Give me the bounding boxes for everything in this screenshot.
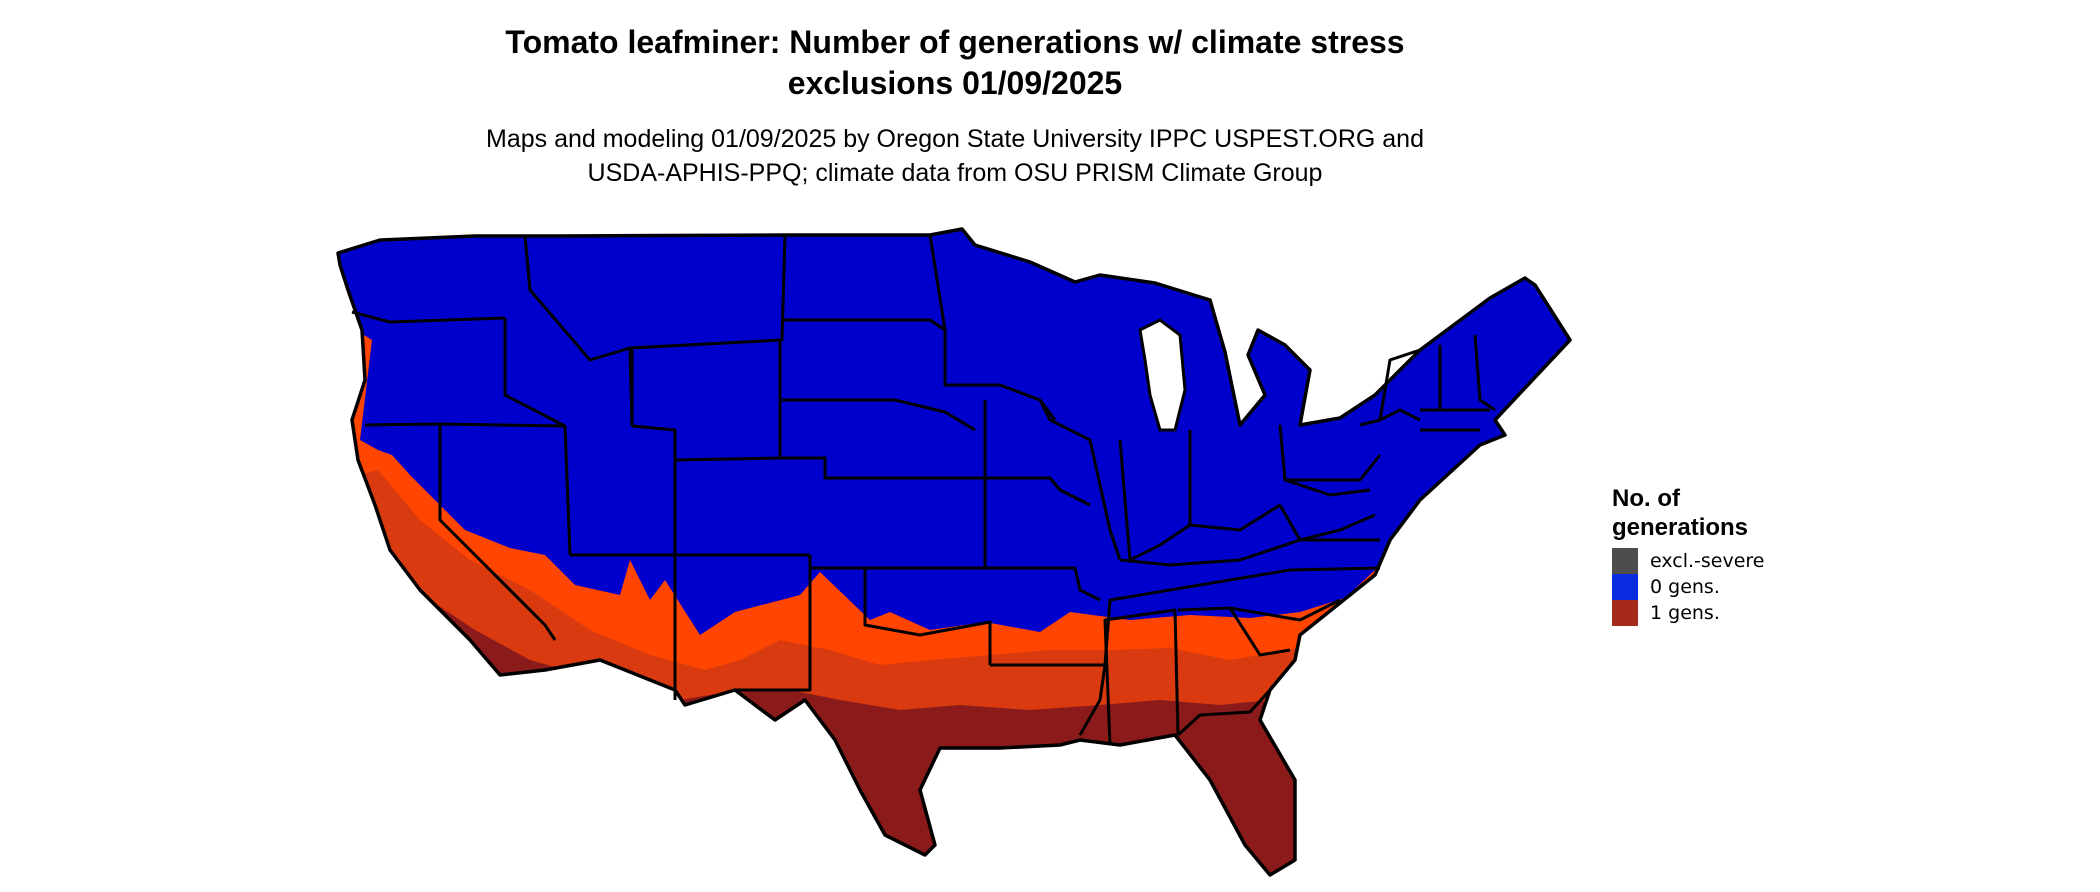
border-ca-nv bbox=[438, 424, 557, 641]
legend-label: excl.-severe bbox=[1650, 550, 1765, 572]
border-ky-tn bbox=[1119, 538, 1380, 567]
legend-item: excl.-severe bbox=[1612, 548, 1765, 574]
border-tn-south bbox=[1103, 566, 1381, 666]
state-borders bbox=[351, 234, 1496, 746]
legend-swatch bbox=[1612, 600, 1638, 626]
border-oh bbox=[1188, 430, 1281, 532]
border-ks bbox=[825, 476, 987, 570]
legend-item: 0 gens. bbox=[1612, 574, 1765, 600]
legend: No. of generations excl.-severe 0 gens. 1 … bbox=[1612, 484, 1765, 626]
border-nh-me bbox=[1473, 334, 1496, 412]
map-title: Tomato leafminer: Number of generations … bbox=[0, 22, 1910, 104]
border-nm-tx bbox=[735, 555, 812, 692]
border-pa bbox=[1278, 424, 1382, 482]
lake-michigan bbox=[1138, 318, 1187, 432]
title-line-2: exclusions 01/09/2025 bbox=[787, 65, 1123, 101]
subtitle-line-1: Maps and modeling 01/09/2025 by Oregon S… bbox=[486, 125, 1424, 153]
legend-items: excl.-severe 0 gens. 1 gens. bbox=[1612, 548, 1765, 626]
border-sd-ne bbox=[782, 398, 976, 432]
border-nv-ut bbox=[563, 425, 572, 556]
legend-swatch bbox=[1612, 548, 1638, 574]
border-nd-sd bbox=[782, 318, 946, 332]
legend-item: 1 gens. bbox=[1612, 600, 1765, 626]
border-ga bbox=[1177, 606, 1291, 657]
title-line-1: Tomato leafminer: Number of generations … bbox=[505, 24, 1405, 60]
legend-title-line-2: generations bbox=[1612, 514, 1749, 541]
legend-title-line-1: No. of bbox=[1612, 485, 1680, 512]
border-sc-nc bbox=[1229, 598, 1341, 622]
border-ok-tx bbox=[808, 555, 992, 665]
border-ny-pa bbox=[1359, 408, 1421, 427]
country-outline bbox=[336, 227, 1572, 877]
map-subtitle: Maps and modeling 01/09/2025 by Oregon S… bbox=[0, 122, 1910, 190]
border-ny-vt bbox=[1378, 348, 1421, 421]
border-mo-ar bbox=[985, 566, 1101, 602]
border-mt-wy bbox=[629, 234, 787, 350]
border-or-ca-nv-id bbox=[364, 422, 566, 428]
generation-zones bbox=[338, 229, 1570, 875]
border-wa-or bbox=[351, 310, 506, 324]
legend-label: 1 gens. bbox=[1650, 602, 1720, 624]
border-wi-il bbox=[1038, 399, 1122, 561]
border-or-id bbox=[503, 318, 566, 428]
border-ms-al bbox=[1103, 608, 1180, 746]
subtitle-line-2: USDA-APHIS-PPQ; climate data from OSU PR… bbox=[587, 159, 1323, 187]
border-wv-va bbox=[1278, 504, 1376, 542]
great-lakes-michigan bbox=[1138, 318, 1187, 432]
legend-swatch bbox=[1612, 574, 1638, 600]
legend-label: 0 gens. bbox=[1650, 576, 1720, 598]
legend-title: No. of generations bbox=[1612, 484, 1765, 542]
border-ia-mo bbox=[985, 476, 1091, 507]
border-in bbox=[1118, 439, 1191, 562]
border-md bbox=[1284, 478, 1371, 497]
border-al-fl bbox=[1176, 688, 1272, 737]
